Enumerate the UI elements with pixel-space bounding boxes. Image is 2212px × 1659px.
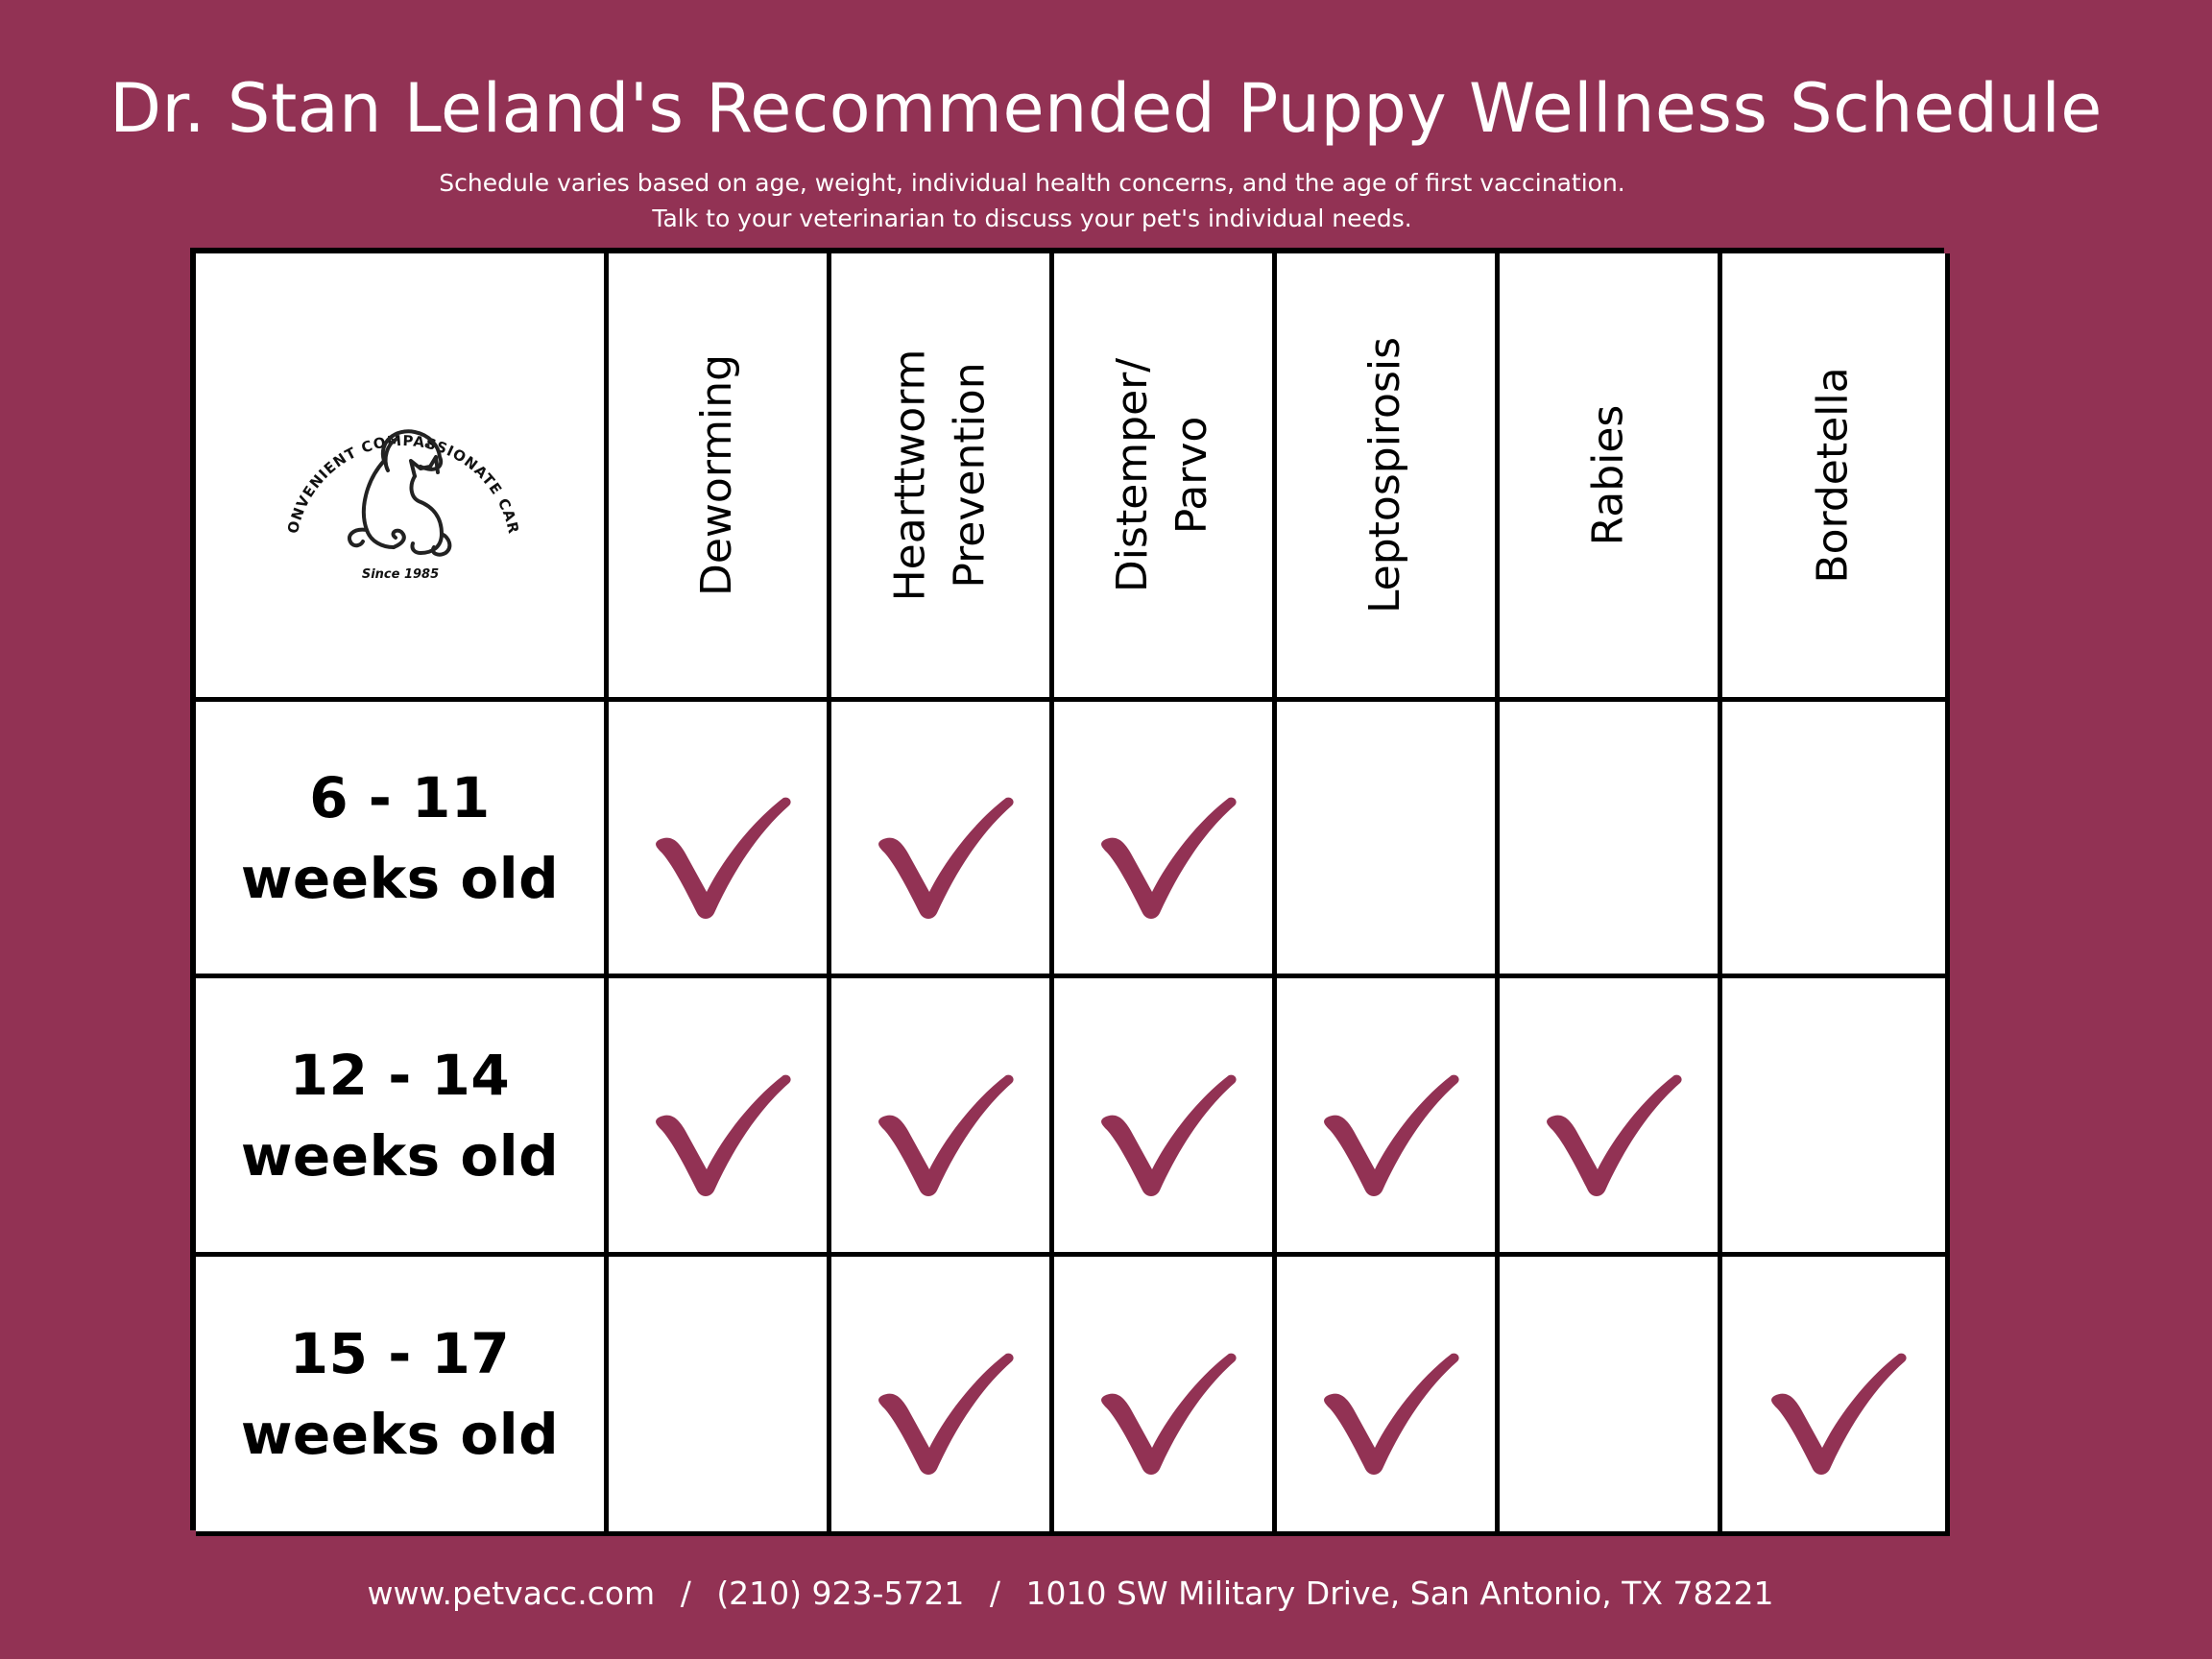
footer-contact: www.petvacc.com / (210) 923-5721 / 1010 … (0, 1575, 2141, 1612)
schedule-cell (1722, 702, 1950, 978)
row-unit: weeks old (240, 845, 560, 911)
checkmark-icon (1323, 1074, 1459, 1196)
checkmark-icon (878, 1353, 1014, 1475)
schedule-cell (831, 978, 1054, 1257)
row-range: 6 - 11 (309, 764, 491, 830)
schedule-cell (1054, 702, 1277, 978)
schedule-cell (1277, 978, 1500, 1257)
column-header-label: Leptospirosis (1360, 336, 1410, 614)
checkmark-icon (1100, 1353, 1237, 1475)
checkmark-icon (1771, 1353, 1907, 1475)
schedule-cell (1722, 1257, 1950, 1536)
checkmark-icon (1100, 1074, 1237, 1196)
column-header-heartworm: Hearttworm Prevention (831, 253, 1054, 702)
schedule-cell (1054, 978, 1277, 1257)
schedule-cell (609, 702, 831, 978)
column-header-label: Hearttworm (885, 349, 935, 602)
page-title: Dr. Stan Leland's Recommended Puppy Well… (109, 69, 2103, 148)
logo-cell: CONVENIENT COMPASSIONATE CARE Since 1985 (196, 253, 609, 702)
column-header-label-line2: Parvo (1167, 416, 1217, 535)
schedule-cell (831, 1257, 1054, 1536)
logo-since: Since 1985 (361, 567, 438, 582)
footer-separator: / (989, 1575, 1001, 1612)
column-header-label: Deworming (692, 353, 742, 597)
column-header-bordetella: Bordetella (1722, 253, 1950, 702)
column-header-leptospirosis: Leptospirosis (1277, 253, 1500, 702)
row-range: 12 - 14 (289, 1042, 511, 1108)
checkmark-icon (878, 1074, 1014, 1196)
checkmark-icon (655, 1074, 791, 1196)
column-header-distemper: Distemper/Parvo (1054, 253, 1277, 702)
checkmark-icon (1546, 1074, 1682, 1196)
footer-separator: / (680, 1575, 691, 1612)
column-header-deworming: Deworming (609, 253, 831, 702)
column-header-label: Distemper/ (1108, 357, 1158, 593)
row-label-15-17-weeks: 15 - 17 weeks old (196, 1257, 609, 1536)
schedule-cell (1500, 1257, 1722, 1536)
column-header-label: Bordetella (1809, 367, 1858, 584)
checkmark-icon (1323, 1353, 1459, 1475)
schedule-cell (609, 1257, 831, 1536)
schedule-cell (831, 702, 1054, 978)
schedule-table: CONVENIENT COMPASSIONATE CARE Since 1985… (190, 248, 1950, 1536)
column-header-label: Rabies (1583, 404, 1633, 546)
checkmark-icon (655, 797, 791, 919)
svg-text:CONVENIENT COMPASSIONATE CARE: CONVENIENT COMPASSIONATE CARE (271, 365, 522, 536)
schedule-cell (1500, 702, 1722, 978)
dog-cat-logo-icon: CONVENIENT COMPASSIONATE CARE Since 1985 (271, 365, 522, 582)
schedule-cell (1277, 1257, 1500, 1536)
schedule-cell (609, 978, 831, 1257)
column-header-rabies: Rabies (1500, 253, 1722, 702)
schedule-cell (1500, 978, 1722, 1257)
row-unit: weeks old (240, 1122, 560, 1189)
row-label-6-11-weeks: 6 - 11 weeks old (196, 702, 609, 978)
schedule-cell (1054, 1257, 1277, 1536)
logo-arc-text: CONVENIENT COMPASSIONATE CARE (271, 365, 521, 536)
subtitle: Schedule varies based on age, weight, in… (394, 165, 1671, 236)
checkmark-icon (878, 797, 1014, 919)
footer-address: 1010 SW Military Drive, San Antonio, TX … (1025, 1575, 1774, 1612)
row-label-12-14-weeks: 12 - 14 weeks old (196, 978, 609, 1257)
footer-website[interactable]: www.petvacc.com (367, 1575, 656, 1612)
schedule-cell (1277, 702, 1500, 978)
checkmark-icon (1100, 797, 1237, 919)
subtitle-line-2: Talk to your veterinarian to discuss you… (652, 204, 1412, 232)
subtitle-line-1: Schedule varies based on age, weight, in… (439, 169, 1625, 197)
schedule-cell (1722, 978, 1950, 1257)
row-unit: weeks old (240, 1402, 560, 1467)
row-range: 15 - 17 (289, 1321, 511, 1386)
column-header-label-line2: Prevention (945, 362, 995, 589)
footer-phone[interactable]: (210) 923-5721 (716, 1575, 965, 1612)
